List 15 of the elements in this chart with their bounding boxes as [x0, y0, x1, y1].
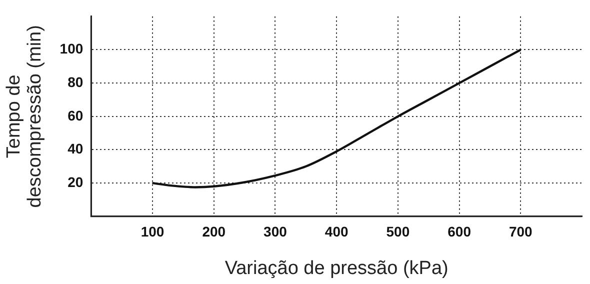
y-axis-title: Tempo de descompressão (min)	[4, 25, 46, 208]
y-tick-label: 20	[68, 174, 84, 190]
x-tick-label: 200	[202, 224, 226, 240]
x-tick-label: 500	[386, 224, 410, 240]
x-tick-label: 400	[324, 224, 348, 240]
x-tick-label: 300	[264, 224, 288, 240]
y-tick-label: 100	[60, 40, 84, 57]
line-series	[151, 48, 522, 188]
x-tick-label: 100	[140, 224, 164, 240]
y-tick-label: 60	[68, 107, 84, 124]
x-axis-title: Variação de pressão (kPa)	[224, 258, 448, 279]
x-tick-label: 700	[508, 224, 533, 240]
y-tick-label: 80	[68, 74, 84, 90]
y-tick-label: 40	[68, 140, 84, 157]
x-tick-label: 600	[448, 224, 472, 240]
